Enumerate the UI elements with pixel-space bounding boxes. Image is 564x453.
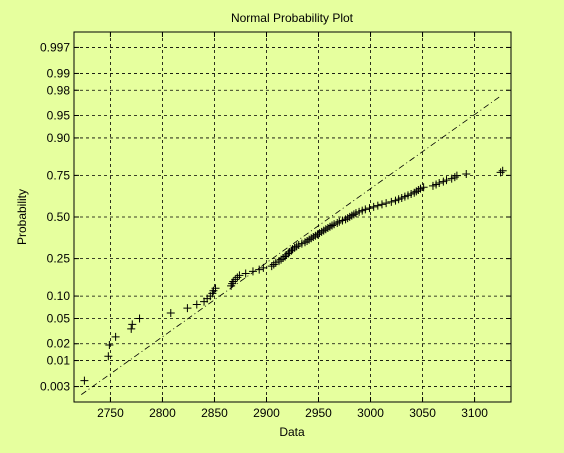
data-point [341, 215, 350, 224]
data-point [345, 212, 354, 221]
data-point [311, 231, 320, 240]
data-point [315, 229, 324, 238]
y-tick-label: 0.90 [47, 131, 71, 145]
data-point [412, 187, 421, 196]
data-point [435, 179, 444, 188]
data-points [80, 166, 507, 385]
data-point [317, 227, 326, 236]
data-point [361, 205, 370, 214]
y-axis-ticks: 0.003 0.01 0.02 0.05 0.10 0.25 0.50 0.75 0.90 0.9… [40, 40, 511, 394]
x-tick-label: 2800 [149, 406, 176, 420]
y-tick-label: 0.98 [47, 83, 71, 97]
data-point [269, 260, 278, 269]
data-point [382, 199, 391, 208]
data-point [231, 275, 240, 284]
data-point [290, 243, 299, 252]
data-point [498, 166, 507, 175]
y-tick-label: 0.99 [47, 66, 71, 80]
y-tick-label: 0.01 [47, 354, 71, 368]
y-tick-label: 0.25 [47, 252, 71, 266]
data-point [309, 232, 318, 241]
data-point [135, 314, 144, 323]
data-point [452, 171, 461, 180]
data-point [248, 267, 257, 276]
data-point [183, 304, 192, 313]
x-tick-label: 3000 [357, 406, 384, 420]
x-tick-label: 2850 [201, 406, 228, 420]
x-tick-label: 2750 [97, 406, 124, 420]
data-point [211, 284, 220, 293]
x-tick-label: 2900 [253, 406, 280, 420]
data-point [349, 210, 358, 219]
data-point [414, 186, 423, 195]
data-point [300, 238, 309, 247]
x-axis-label: Data [279, 425, 305, 439]
y-tick-label: 0.10 [47, 289, 71, 303]
data-point [410, 188, 419, 197]
data-point [387, 197, 396, 206]
data-point [333, 219, 342, 228]
data-point [343, 214, 352, 223]
data-point [292, 242, 301, 251]
y-tick-label: 0.95 [47, 108, 71, 122]
grid-lines [74, 32, 511, 402]
data-point [365, 204, 374, 213]
data-point [496, 168, 505, 177]
data-point [325, 222, 334, 231]
y-tick-label: 0.003 [40, 380, 70, 394]
y-tick-label: 0.05 [47, 312, 71, 326]
x-tick-label: 3100 [461, 406, 488, 420]
data-point [288, 245, 297, 254]
y-tick-label: 0.50 [47, 210, 71, 224]
data-point [255, 265, 264, 274]
data-point [442, 176, 451, 185]
data-point [450, 173, 459, 182]
data-point [277, 255, 286, 264]
data-point [166, 308, 175, 317]
y-tick-label: 0.75 [47, 168, 71, 182]
x-axis-ticks: 2750 2800 2850 2900 2950 3000 3050 3100 [97, 32, 488, 420]
data-point [274, 257, 283, 266]
data-point [80, 376, 89, 385]
data-point [229, 277, 238, 286]
data-point [313, 230, 322, 239]
data-point [241, 269, 250, 278]
data-point [347, 211, 356, 220]
data-point [104, 352, 113, 361]
data-point [235, 271, 244, 280]
data-point [305, 235, 314, 244]
data-point [307, 234, 316, 243]
data-point [377, 200, 386, 209]
data-point [111, 332, 120, 341]
x-tick-label: 2950 [305, 406, 332, 420]
data-point [303, 236, 312, 245]
data-point [105, 341, 114, 350]
data-point [233, 273, 242, 282]
data-point [369, 202, 378, 211]
y-tick-label: 0.02 [47, 337, 71, 351]
data-point [373, 201, 382, 210]
data-point [462, 170, 471, 179]
data-point [267, 262, 276, 271]
y-axis-label: Probability [15, 189, 29, 245]
data-point [192, 300, 201, 309]
chart-title: Normal Probability Plot [231, 11, 354, 25]
x-tick-label: 3050 [409, 406, 436, 420]
data-point [319, 226, 328, 235]
data-point [323, 224, 332, 233]
data-point [321, 225, 330, 234]
data-point [328, 221, 337, 230]
y-tick-label: 0.997 [40, 40, 70, 54]
data-point [128, 320, 137, 329]
data-point [127, 324, 136, 333]
data-point [259, 263, 268, 272]
data-point [419, 183, 428, 192]
